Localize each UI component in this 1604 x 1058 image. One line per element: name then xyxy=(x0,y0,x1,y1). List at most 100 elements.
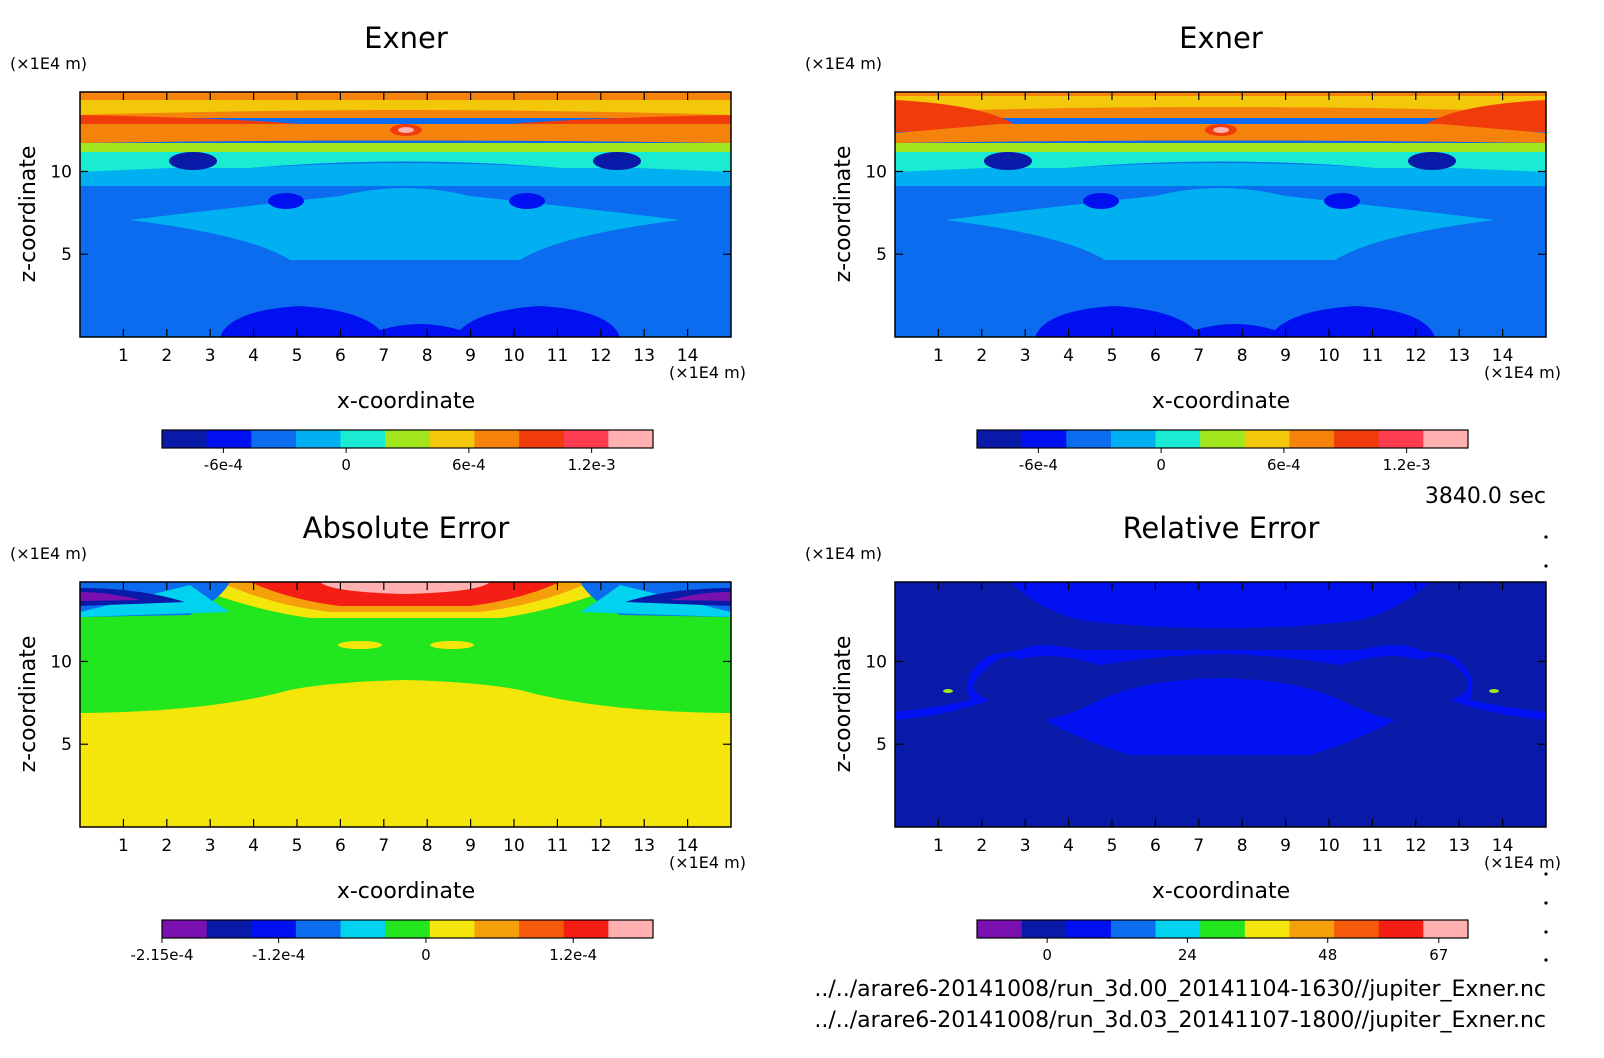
colorbar: 0 24 48 67 xyxy=(976,919,1469,964)
x-tick-label: 6 xyxy=(335,346,346,366)
y-tick-label: 10 xyxy=(50,652,72,672)
colorbar-segment xyxy=(474,430,520,448)
x-tick-label: 14 xyxy=(677,346,699,366)
colorbar-segment xyxy=(519,920,565,938)
colorbar-segment xyxy=(1066,430,1112,448)
x-tick-label: 6 xyxy=(335,836,346,856)
field-band-right-purple xyxy=(670,592,731,601)
panel-relative-error: Relative Error (×1E4 m) 1 2 3 4 5 6 7 8 9 10 11 12 1… xyxy=(805,511,1561,964)
colorbar-label: 6e-4 xyxy=(1267,456,1301,474)
x-unit-label: (×1E4 m) xyxy=(669,853,746,872)
y-axis-label: z-coordinate xyxy=(831,636,856,773)
colorbar-segment xyxy=(1244,920,1290,938)
x-tick-label: 8 xyxy=(422,346,433,366)
colorbar-segment xyxy=(251,430,297,448)
colorbar-label: -6e-4 xyxy=(1019,456,1058,474)
x-tick-label: 13 xyxy=(633,836,655,856)
colorbar-segment xyxy=(162,430,208,448)
plot-frame xyxy=(894,91,1547,338)
field-band-yellow xyxy=(80,100,731,115)
colorbar-label: 6e-4 xyxy=(452,456,486,474)
field-band-left-purple xyxy=(80,592,140,601)
time-label: 3840.0 sec xyxy=(1425,484,1546,509)
colorbar-segment xyxy=(1289,430,1335,448)
colorbar-segment xyxy=(1378,430,1424,448)
field-band-right-dark xyxy=(625,588,731,606)
x-unit-label: (×1E4 m) xyxy=(669,363,746,382)
x-tick-label: 12 xyxy=(1405,836,1427,856)
field-band-bottom-dark xyxy=(1035,306,1435,337)
field-band-bottom-dark xyxy=(220,306,620,337)
x-tick-label: 10 xyxy=(1318,346,1340,366)
y-axis-label: z-coordinate xyxy=(16,146,41,283)
x-tick-label: 2 xyxy=(976,836,987,856)
panel-title: Relative Error xyxy=(1123,511,1320,545)
field-cell-green xyxy=(943,689,953,693)
y-tick-label: 5 xyxy=(876,735,887,755)
colorbar-segment xyxy=(608,920,654,938)
panel-title: Exner xyxy=(364,21,448,55)
y-tick-label: 5 xyxy=(61,245,72,265)
x-tick-label: 7 xyxy=(1193,836,1204,856)
x-tick-label: 7 xyxy=(1193,346,1204,366)
x-tick-label: 2 xyxy=(976,346,987,366)
colorbar-label: 1.2e-3 xyxy=(568,456,616,474)
panel-absolute-error: Absolute Error (×1E4 m) 1 2 3 4 5 6 7 8 9 10 11 12 1… xyxy=(10,511,746,964)
y-unit-label: (×1E4 m) xyxy=(805,544,882,563)
x-tick-label: 4 xyxy=(248,836,259,856)
colorbar-segment xyxy=(162,920,208,938)
x-tick-label: 5 xyxy=(292,346,303,366)
field-cell-hot xyxy=(1213,127,1229,133)
y-tick-label: 10 xyxy=(865,652,887,672)
x-tick-label: 12 xyxy=(1405,346,1427,366)
field-cell-dark xyxy=(268,193,304,209)
colorbar-label: 0 xyxy=(421,946,431,964)
field-band-lightblue xyxy=(80,163,731,186)
x-tick-label: 13 xyxy=(1448,346,1470,366)
field-band-pink xyxy=(320,582,490,594)
colorbar-segment xyxy=(1423,920,1469,938)
colorbar-label: -2.15e-4 xyxy=(131,946,194,964)
x-tick-label: 7 xyxy=(378,836,389,856)
colorbar-segment xyxy=(1200,430,1246,448)
colorbar-label: 0 xyxy=(1042,946,1052,964)
field-band-upper-blue xyxy=(1010,582,1430,628)
y-ticks: 5 10 xyxy=(50,652,731,755)
plot-frame xyxy=(79,91,732,338)
x-tick-label: 14 xyxy=(1492,346,1514,366)
x-tick-label: 11 xyxy=(547,346,569,366)
x-tick-label: 3 xyxy=(1020,346,1031,366)
contour-field xyxy=(895,582,1546,827)
plot-frame xyxy=(79,581,732,828)
field-cell-dark xyxy=(984,152,1032,170)
y-ticks: 5 10 xyxy=(865,162,1546,265)
x-tick-label: 9 xyxy=(465,346,476,366)
colorbar-segment xyxy=(1021,920,1067,938)
field-cell-dark xyxy=(509,193,545,209)
x-tick-label: 1 xyxy=(933,346,944,366)
x-tick-label: 6 xyxy=(1150,836,1161,856)
x-ticks: 1 2 3 4 5 6 7 8 9 10 11 12 13 14 xyxy=(118,92,698,366)
colorbar-label: 0 xyxy=(341,456,351,474)
y-axis-label: z-coordinate xyxy=(16,636,41,773)
x-tick-label: 10 xyxy=(503,346,525,366)
colorbar-segment xyxy=(977,920,1023,938)
panel-title: Absolute Error xyxy=(303,511,510,545)
x-tick-label: 5 xyxy=(1107,346,1118,366)
colorbar-segment xyxy=(1066,920,1112,938)
field-band-green xyxy=(80,582,731,713)
x-tick-label: 5 xyxy=(292,836,303,856)
x-tick-label: 4 xyxy=(1063,346,1074,366)
x-tick-label: 14 xyxy=(1492,836,1514,856)
x-tick-label: 8 xyxy=(422,836,433,856)
x-ticks: 1 2 3 4 5 6 7 8 9 10 11 12 13 14 xyxy=(118,582,698,856)
field-band-left-dark xyxy=(80,588,185,606)
y-axis-label: z-coordinate xyxy=(831,146,856,283)
field-band-lightblue xyxy=(895,163,1546,186)
x-tick-label: 2 xyxy=(161,346,172,366)
colorbar-label: 0 xyxy=(1156,456,1166,474)
colorbar-segment xyxy=(608,430,654,448)
contour-field xyxy=(80,582,731,827)
y-tick-label: 5 xyxy=(876,245,887,265)
